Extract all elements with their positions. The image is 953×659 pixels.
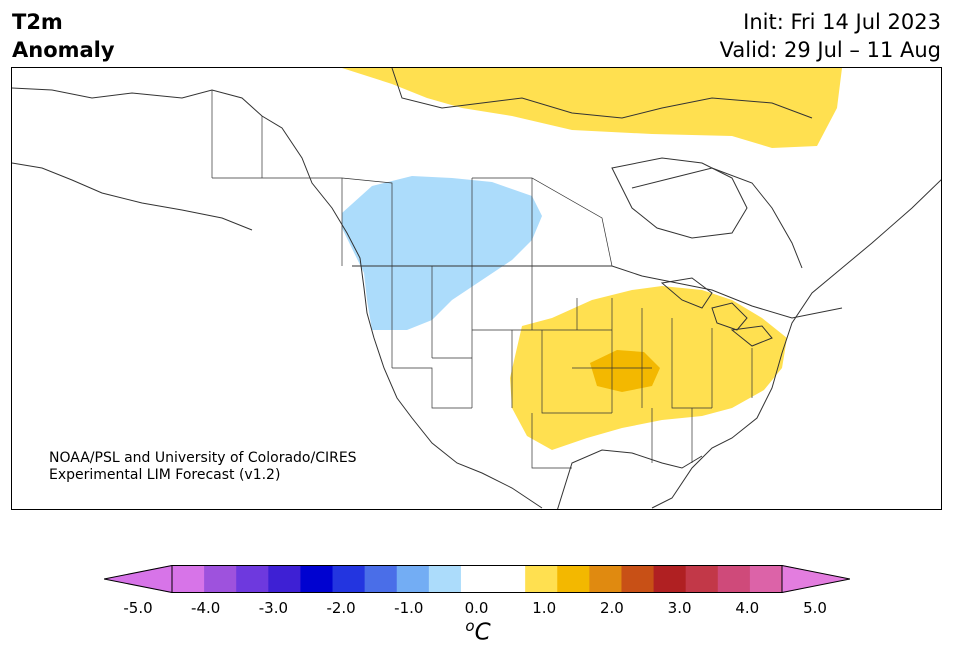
arctic-islands xyxy=(391,68,813,269)
canada-us-border xyxy=(352,265,843,319)
canada-province-lines xyxy=(211,90,613,267)
unit-degree: o xyxy=(465,617,475,635)
colorbar xyxy=(104,565,850,593)
forecast-dates: Init: Fri 14 Jul 2023 Valid: 29 Jul – 11… xyxy=(720,8,941,64)
colorbar-tick-label: -2.0 xyxy=(326,599,356,617)
colorbar-cell xyxy=(749,565,783,593)
cold-anomaly-west xyxy=(342,176,542,330)
unit-letter: C xyxy=(474,619,491,646)
colorbar-cell xyxy=(621,565,655,593)
map-canvas xyxy=(12,68,941,509)
colorbar-cell xyxy=(396,565,430,593)
colorbar-tick-label: -4.0 xyxy=(191,599,221,617)
colorbar-tick-label: 1.0 xyxy=(532,599,557,617)
colorbar-tick-label: -1.0 xyxy=(394,599,424,617)
colorbar-cell xyxy=(717,565,751,593)
colorbar-cell xyxy=(493,565,526,593)
colorbar-min-extension xyxy=(104,565,172,593)
colorbar-cells xyxy=(172,565,783,593)
colorbar-tick-label: 3.0 xyxy=(667,599,692,617)
colorbar-tick-label: 4.0 xyxy=(735,599,760,617)
colorbar-cell xyxy=(204,565,237,593)
colorbar-tick-label: -5.0 xyxy=(123,599,153,617)
colorbar-cell xyxy=(300,565,334,593)
colorbar-max-outline xyxy=(781,565,850,593)
colorbar-cell xyxy=(236,565,269,593)
colorbar-cell xyxy=(268,565,301,593)
coastline-east xyxy=(651,179,941,509)
gulf-coast xyxy=(557,449,703,509)
credit-text: NOAA/PSL and University of Colorado/CIRE… xyxy=(49,450,357,484)
colorbar-tick-label: -3.0 xyxy=(258,599,289,617)
colorbar-cell xyxy=(653,565,687,593)
warm-anomaly-arctic xyxy=(342,68,842,148)
great-lakes xyxy=(660,277,773,347)
colorbar-unit: oC xyxy=(465,617,490,646)
colorbar-outline xyxy=(171,565,783,593)
coastline-west xyxy=(12,87,543,509)
colorbar-tick-label: 2.0 xyxy=(599,599,624,617)
boundaries xyxy=(12,68,941,509)
colorbar-max-extension xyxy=(782,565,850,593)
colorbar-cell xyxy=(557,565,590,593)
hudson-bay xyxy=(611,157,748,239)
colorbar-cell xyxy=(428,565,462,593)
title-anomaly: Anomaly xyxy=(12,38,115,62)
colorbar-cell xyxy=(364,565,398,593)
colorbar-cell xyxy=(525,565,558,593)
map-title: T2m Anomaly xyxy=(12,8,115,64)
credit-line2: Experimental LIM Forecast (v1.2) xyxy=(49,467,281,483)
colorbar-min-outline xyxy=(104,565,173,593)
colorbar-cell xyxy=(332,565,366,593)
valid-range: Valid: 29 Jul – 11 Aug xyxy=(719,38,941,62)
anomaly-map xyxy=(11,67,942,510)
coastline-alaska xyxy=(12,162,253,231)
warm-anomaly-core xyxy=(590,350,660,392)
colorbar-cell xyxy=(589,565,622,593)
credit-line1: NOAA/PSL and University of Colorado/CIRE… xyxy=(49,450,357,466)
init-date: Init: Fri 14 Jul 2023 xyxy=(743,10,941,34)
colorbar-cell xyxy=(172,565,205,593)
colorbar-cell xyxy=(460,565,494,593)
colorbar-tick-label: 0.0 xyxy=(464,599,489,617)
colorbar-tick-label: 5.0 xyxy=(803,599,827,617)
title-variable: T2m xyxy=(12,10,63,34)
colorbar-cell xyxy=(685,565,719,593)
anomaly-shading xyxy=(342,68,842,450)
us-state-lines xyxy=(391,266,753,469)
colorbar-ticks: -5.0 -4.0 -3.0 -2.0 -1.0 0.0 1.0 2.0 3.0 4.0 5.0 xyxy=(0,599,953,619)
